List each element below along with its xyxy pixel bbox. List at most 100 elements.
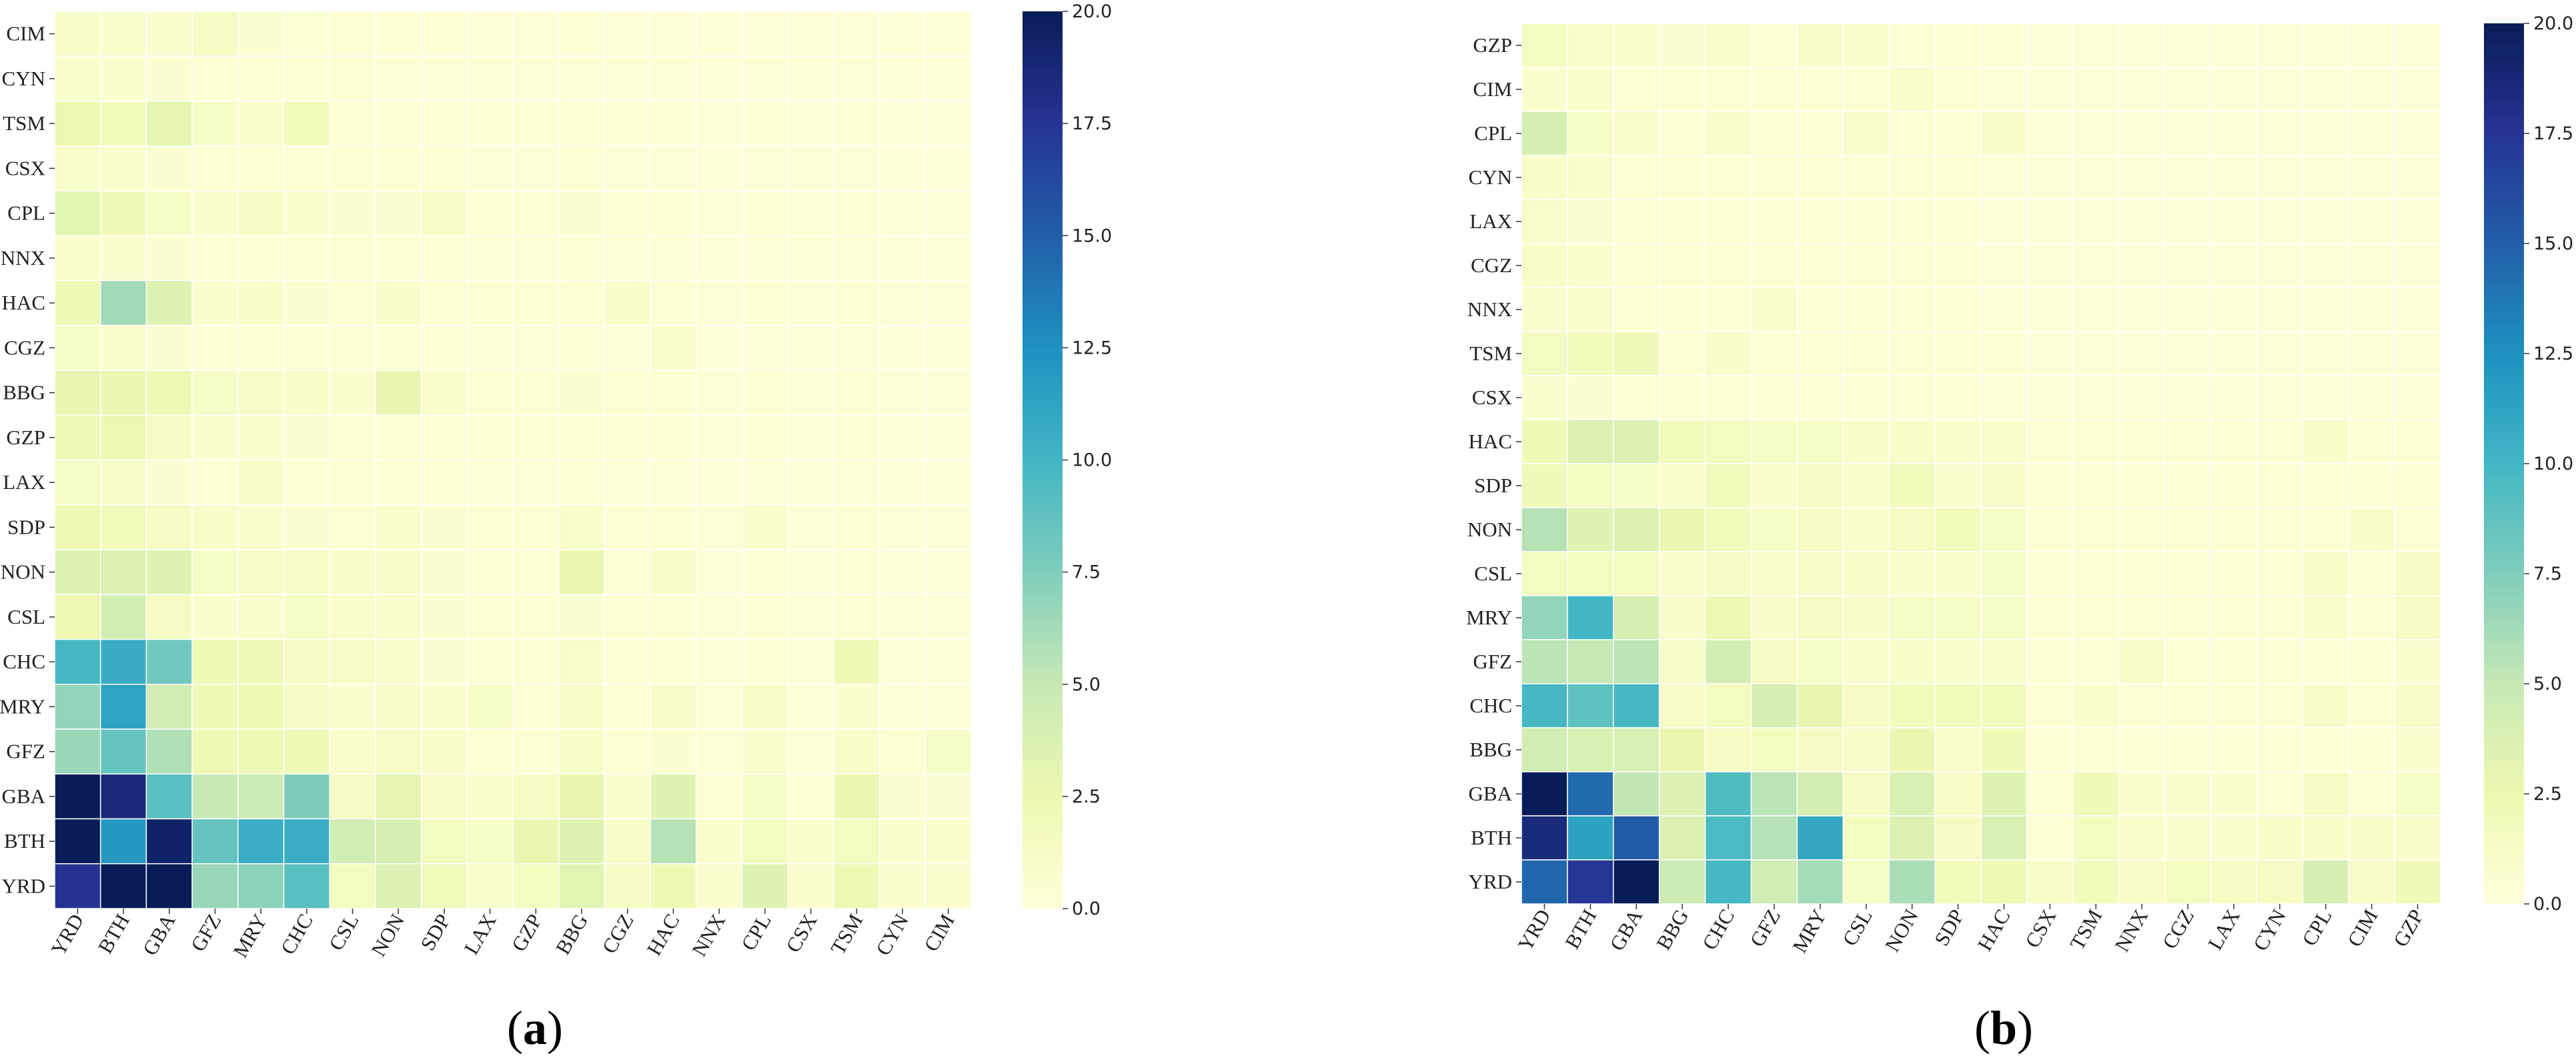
heatmap-cell-hac-cim (924, 280, 972, 326)
colorbar-tick-label: 5.0 (1072, 674, 1101, 695)
heatmap-cell-csx-cpl (741, 145, 788, 191)
heatmap-cell-lax-gfz (1750, 199, 1798, 244)
y-tick-label: GFZ (6, 740, 45, 763)
heatmap-cell-mry-cgz (604, 684, 651, 730)
heatmap-cell-chc-lax (2210, 683, 2258, 728)
colorbar-tick-label: 17.5 (2533, 123, 2573, 144)
heatmap-cell-mry-non (375, 684, 422, 730)
heatmap-cell-sdp-non (1888, 463, 1936, 508)
heatmap-cell-cgz-cpl (741, 325, 788, 371)
heatmap-cell-csx-lax (466, 145, 514, 191)
heatmap-cell-cim-bbg (1658, 67, 1706, 112)
heatmap-cell-chc-cyn (878, 638, 926, 685)
y-tick-label: CGZ (4, 336, 45, 359)
x-tick-label: CSX (2020, 905, 2060, 952)
heatmap-cell-bth-cpl (741, 818, 788, 865)
heatmap-cell-yrd-gzp (512, 863, 560, 909)
heatmap-cell-bth-cyn (2256, 815, 2304, 861)
heatmap-cell-chc-yrd (54, 638, 101, 685)
heatmap-cell-gzp-yrd (1521, 23, 1568, 68)
y-tick-label: CPL (7, 201, 45, 225)
heatmap-cell-hac-lax (2210, 419, 2258, 464)
heatmap-cell-lax-csl (329, 459, 376, 506)
heatmap-cell-gzp-bbg (1658, 23, 1706, 68)
heatmap-cell-cpl-sdp (420, 190, 468, 236)
heatmap-cell-gfz-mry (237, 728, 285, 774)
heatmap-cell-non-sdp (1934, 507, 1982, 552)
heatmap-cell-lax-cyn (2256, 199, 2304, 244)
heatmap-cell-cgz-csl (1842, 243, 1890, 288)
heatmap-cell-yrd-csx (787, 863, 834, 909)
heatmap-cell-cyn-yrd (54, 55, 101, 102)
heatmap-cell-non-csl (329, 549, 376, 595)
heatmap-cell-mry-nnx (2118, 595, 2166, 640)
heatmap-cell-hac-bbg (558, 280, 606, 326)
heatmap-cell-bbg-hac (650, 370, 697, 416)
heatmap-cell-sdp-sdp (420, 504, 468, 550)
heatmap-cell-mry-chc (283, 684, 330, 730)
heatmap-cell-gba-gfz (1750, 771, 1798, 817)
heatmap-cell-csl-mry (1796, 551, 1844, 596)
heatmap-cell-hac-cgz (2164, 419, 2212, 464)
heatmap-cell-yrd-gba (1613, 859, 1660, 905)
panel-label-b: (b) (1974, 1001, 2034, 1055)
heatmap-cell-csx-bth (1567, 375, 1614, 420)
heatmap-cell-chc-hac (650, 638, 697, 685)
heatmap-cell-cgz-lax (2210, 243, 2258, 288)
heatmap-cell-cyn-lax (466, 55, 514, 102)
panel-label-a: (a) (507, 1001, 563, 1055)
heatmap-cell-bth-gba (145, 818, 193, 865)
heatmap-cell-non-cyn (2256, 507, 2304, 552)
heatmap-cell-bth-cyn (878, 818, 926, 865)
heatmap-cell-chc-nnx (696, 638, 743, 685)
heatmap-cell-lax-bbg (558, 459, 606, 506)
heatmap-cell-lax-cpl (741, 459, 788, 506)
heatmap-cell-gfz-sdp (420, 728, 468, 774)
heatmap-cell-bth-non (375, 818, 422, 865)
heatmap-cell-gba-csl (1842, 771, 1890, 817)
heatmap-cell-yrd-gzp (2394, 859, 2441, 905)
heatmap-cell-chc-cpl (741, 638, 788, 685)
heatmap-cell-mry-sdp (420, 684, 468, 730)
heatmap-cell-non-mry (1796, 507, 1844, 552)
y-tick-label: SDP (7, 515, 45, 538)
heatmap-cell-bbg-hac (1980, 727, 2028, 772)
heatmap-cell-nnx-non (375, 235, 422, 282)
heatmap-cell-hac-csl (1842, 419, 1890, 464)
heatmap-cell-lax-gzp (512, 459, 560, 506)
heatmap-cell-gba-csx (787, 773, 834, 820)
heatmap-cell-bth-cim (924, 818, 972, 865)
heatmap-cell-cgz-lax (466, 325, 514, 371)
heatmap-cell-cyn-sdp (420, 55, 468, 102)
heatmap-cell-cgz-sdp (1934, 243, 1982, 288)
heatmap-cell-hac-bbg (1658, 419, 1706, 464)
heatmap-cell-yrd-cgz (604, 863, 651, 909)
heatmap-cell-gzp-gzp (512, 414, 560, 461)
heatmap-cell-gba-tsm (833, 773, 880, 820)
heatmap-cell-gba-tsm (2072, 771, 2120, 817)
heatmap-cell-bth-csl (1842, 815, 1890, 861)
heatmap-cell-sdp-sdp (1934, 463, 1982, 508)
x-tick-label: NON (366, 910, 409, 961)
heatmap-cell-cpl-bbg (1658, 111, 1706, 156)
heatmap-cell-non-chc (283, 549, 330, 595)
heatmap-cell-mry-gzp (512, 684, 560, 730)
heatmap-cell-sdp-lax (466, 504, 514, 550)
heatmap-cell-csl-cpl (2302, 551, 2349, 596)
heatmap-cell-csl-csl (329, 594, 376, 640)
heatmap-cell-cgz-bth (1567, 243, 1614, 288)
heatmap-cell-gfz-tsm (2072, 639, 2120, 684)
heatmap-cell-nnx-nnx (696, 235, 743, 282)
heatmap-cell-gfz-gzp (2394, 639, 2441, 684)
heatmap-cell-cpl-sdp (1934, 111, 1982, 156)
heatmap-cell-csl-non (1888, 551, 1936, 596)
y-tick-label: BTH (4, 829, 45, 853)
heatmap-cell-non-bbg (558, 549, 606, 595)
x-tick-label: SDP (1930, 905, 1969, 950)
y-tick-label: GBA (2, 784, 46, 808)
heatmap-cell-cyn-gzp (512, 55, 560, 102)
heatmap-cell-yrd-lax (2210, 859, 2258, 905)
heatmap-cell-bth-cim (2348, 815, 2395, 861)
colorbar-tick-label: 7.5 (1072, 562, 1101, 583)
